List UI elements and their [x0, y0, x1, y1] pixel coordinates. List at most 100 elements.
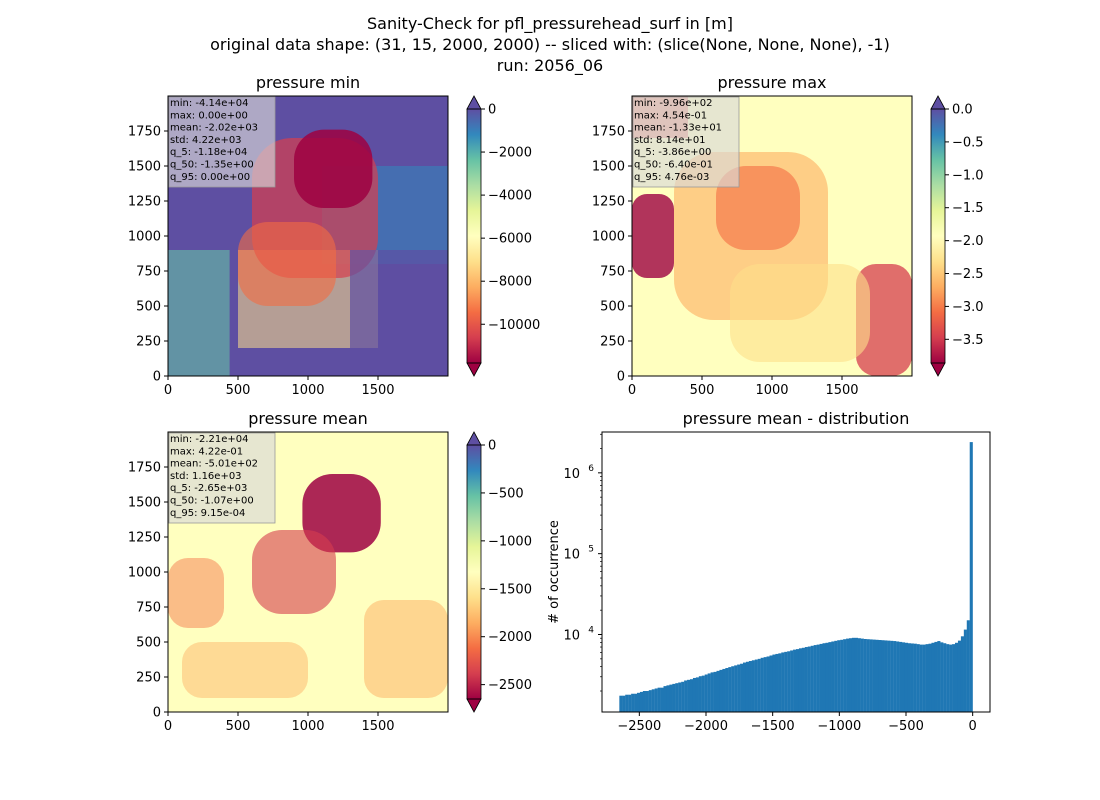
histogram-bar	[625, 694, 629, 712]
histogram-bar	[810, 645, 814, 712]
histogram-bar	[955, 642, 959, 712]
colorbar-tick-label: −4000	[488, 189, 532, 204]
figure-title-line3: run: 2056_06	[496, 56, 604, 75]
y-tick-exponent: 6	[588, 464, 594, 474]
colorbar-tick-label: −1.5	[952, 201, 984, 216]
colorbar-tick-label: −10000	[488, 318, 540, 333]
colorbar-tick-label: −2.5	[952, 267, 984, 282]
histogram-bar	[854, 637, 858, 712]
colorbar-tick-label: −500	[488, 486, 524, 501]
stats-line: mean: -1.33e+01	[634, 123, 722, 134]
histogram-bar	[925, 644, 929, 712]
histogram-bar	[946, 644, 950, 712]
stats-line: q_95: 9.15e-04	[170, 508, 245, 519]
y-tick-label: 250	[600, 335, 625, 350]
colorbar-tick-label: 0.0	[952, 103, 973, 118]
histogram-bar	[893, 641, 897, 712]
histogram-bar	[801, 647, 805, 712]
histogram-bar	[748, 661, 752, 712]
histogram-bar	[622, 695, 626, 712]
pressure-min-panel: pressure min 0 500 1000 1500 0 250 500 750 1000 12…	[128, 73, 540, 398]
histogram-bar	[875, 639, 879, 712]
histogram-bar	[913, 643, 917, 712]
y-tick-label: 10	[563, 467, 580, 482]
histogram-bar	[722, 668, 726, 712]
histogram-bar	[775, 653, 779, 712]
figure-title-line2: original data shape: (31, 15, 2000, 2000…	[210, 35, 890, 54]
histogram-bar	[760, 657, 764, 712]
histogram-bar	[707, 673, 711, 712]
colorbar-tick-label: −2500	[488, 678, 532, 693]
pressure-mean-title: pressure mean	[248, 409, 368, 428]
histogram-bar	[663, 686, 667, 712]
histogram-bar	[813, 645, 817, 712]
histogram-bar	[828, 642, 832, 712]
histogram-bar	[916, 644, 920, 712]
y-tick-label: 1500	[128, 160, 161, 175]
stats-line: mean: -5.01e+02	[170, 459, 258, 470]
histogram-bar	[896, 641, 900, 712]
histogram-bar	[690, 679, 694, 712]
histogram-bar	[648, 690, 652, 712]
x-tick-label: 0	[628, 383, 636, 398]
stats-line: q_95: 0.00e+00	[170, 172, 250, 183]
x-tick-label: 500	[226, 719, 251, 734]
x-tick-label: 0	[164, 383, 172, 398]
y-tick-label: 1750	[128, 461, 161, 476]
histogram-bar	[931, 642, 935, 712]
histogram-bar	[704, 674, 708, 712]
x-tick-label: −500	[888, 719, 924, 734]
x-tick-label: 500	[226, 383, 251, 398]
colorbar-tick-label: −0.5	[952, 135, 984, 150]
histogram-bar	[651, 689, 655, 712]
histogram-bar	[763, 657, 767, 712]
pressure-max-colorbar: 0.0 −0.5 −1.0 −1.5 −2.0 −2.5 −3.0 −3.5	[930, 95, 984, 377]
stats-line: mean: -2.02e+03	[170, 123, 258, 134]
y-tick-exponent: 5	[588, 545, 594, 555]
histogram-bar	[754, 659, 758, 712]
histogram-bar	[675, 683, 679, 712]
histogram-bar	[849, 638, 853, 712]
x-tick-label: 500	[690, 383, 715, 398]
y-tick-label: 0	[153, 370, 161, 385]
colorbar-tick-label: 0	[488, 103, 496, 118]
stats-line: q_50: -1.07e+00	[170, 496, 254, 507]
histogram-bar	[869, 639, 873, 712]
colorbar-tick-label: −1500	[488, 582, 532, 597]
colorbar-extend-max	[466, 431, 482, 446]
histogram-bar	[793, 649, 797, 712]
histogram-bar	[960, 636, 964, 712]
histogram-bar	[716, 670, 720, 712]
pressure-max-title: pressure max	[717, 73, 826, 92]
histogram-bar	[884, 640, 888, 712]
pressure-mean-panel: pressure mean 0 500 1000 1500 0 250 500 750 1000 1…	[128, 409, 532, 734]
histogram-bar	[654, 688, 658, 712]
histogram-bar	[639, 691, 644, 712]
stats-line: q_50: -1.35e+00	[170, 160, 254, 171]
histogram-bar	[645, 691, 649, 712]
histogram-bar	[740, 663, 744, 712]
histogram-bar	[860, 638, 864, 712]
y-tick-label: 1250	[128, 531, 161, 546]
y-tick-label: 1000	[128, 230, 161, 245]
histogram-bar	[872, 639, 876, 712]
colorbar-tick-label: −3.0	[952, 300, 984, 315]
stats-line: q_5: -2.65e+03	[170, 483, 247, 494]
histogram-bar	[778, 653, 782, 712]
histogram-bar	[666, 685, 670, 712]
histogram-bar	[902, 642, 906, 712]
histogram-bar	[745, 661, 750, 712]
colorbar-tick-label: −8000	[488, 275, 532, 290]
histogram-bar	[678, 682, 682, 712]
colorbar-tick-label: −2000	[488, 630, 532, 645]
colorbar-tick-label: −1000	[488, 534, 532, 549]
histogram-bar	[949, 644, 953, 712]
x-tick-label: 1500	[361, 719, 394, 734]
histogram-bar	[881, 640, 885, 712]
histogram-bar	[816, 644, 820, 712]
histogram-bar	[890, 640, 894, 712]
histogram-bar	[922, 644, 926, 712]
x-tick-label: 0	[164, 719, 172, 734]
y-tick-exponent: 4	[588, 626, 594, 636]
